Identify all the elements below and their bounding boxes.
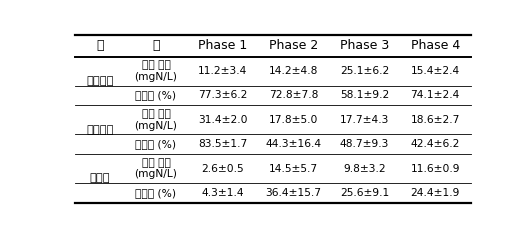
Bar	[124, 57, 187, 86]
Bar	[187, 134, 258, 154]
Text: 구: 구	[96, 40, 103, 52]
Text: 17.7±4.3: 17.7±4.3	[339, 115, 389, 125]
Bar	[258, 183, 329, 203]
Text: 58.1±9.2: 58.1±9.2	[340, 91, 389, 100]
Text: 18.6±2.7: 18.6±2.7	[411, 115, 460, 125]
Text: 83.5±1.7: 83.5±1.7	[198, 139, 247, 149]
Text: 77.3±6.2: 77.3±6.2	[198, 91, 247, 100]
Bar	[258, 154, 329, 183]
Text: 유출 농도
(mgN/L): 유출 농도 (mgN/L)	[135, 109, 178, 131]
Text: 36.4±15.7: 36.4±15.7	[265, 188, 321, 198]
Text: 2.6±0.5: 2.6±0.5	[202, 164, 244, 174]
Text: 31.4±2.0: 31.4±2.0	[198, 115, 247, 125]
Text: 72.8±7.8: 72.8±7.8	[269, 91, 318, 100]
Bar	[258, 134, 329, 154]
Text: 9.8±3.2: 9.8±3.2	[343, 164, 386, 174]
Bar	[74, 105, 124, 154]
Bar	[258, 105, 329, 134]
Text: 암모니아: 암모니아	[86, 76, 113, 86]
Text: 11.2±3.4: 11.2±3.4	[198, 66, 247, 76]
Bar	[329, 134, 400, 154]
Text: 42.4±6.2: 42.4±6.2	[411, 139, 460, 149]
Text: 11.6±0.9: 11.6±0.9	[410, 164, 460, 174]
Bar	[124, 154, 187, 183]
Bar	[187, 57, 258, 86]
Text: 17.8±5.0: 17.8±5.0	[269, 115, 318, 125]
Bar	[124, 35, 187, 57]
Text: 24.4±1.9: 24.4±1.9	[411, 188, 460, 198]
Bar	[258, 35, 329, 57]
Bar	[187, 154, 258, 183]
Bar	[187, 105, 258, 134]
Text: 질산염: 질산염	[89, 173, 110, 183]
Bar	[187, 183, 258, 203]
Bar	[258, 86, 329, 105]
Bar	[400, 154, 470, 183]
Text: 분: 분	[152, 40, 160, 52]
Bar	[124, 183, 187, 203]
Bar	[400, 183, 470, 203]
Text: 생성율 (%): 생성율 (%)	[136, 139, 177, 149]
Bar	[74, 57, 124, 105]
Bar	[400, 86, 470, 105]
Text: 25.1±6.2: 25.1±6.2	[340, 66, 389, 76]
Text: Phase 4: Phase 4	[411, 40, 460, 52]
Bar	[258, 57, 329, 86]
Text: 15.4±2.4: 15.4±2.4	[411, 66, 460, 76]
Bar	[187, 35, 258, 57]
Text: Phase 3: Phase 3	[340, 40, 389, 52]
Bar	[329, 105, 400, 134]
Text: 유출 농도
(mgN/L): 유출 농도 (mgN/L)	[135, 60, 178, 82]
Bar	[329, 86, 400, 105]
Bar	[400, 134, 470, 154]
Bar	[329, 35, 400, 57]
Text: 48.7±9.3: 48.7±9.3	[339, 139, 389, 149]
Bar	[400, 105, 470, 134]
Text: 유출 농도
(mgN/L): 유출 농도 (mgN/L)	[135, 158, 178, 179]
Text: 4.3±1.4: 4.3±1.4	[202, 188, 244, 198]
Bar	[74, 154, 124, 203]
Text: Phase 1: Phase 1	[198, 40, 247, 52]
Text: 아질산염: 아질산염	[86, 125, 113, 135]
Text: 25.6±9.1: 25.6±9.1	[340, 188, 389, 198]
Bar	[74, 35, 124, 57]
Text: 제거율 (%): 제거율 (%)	[136, 91, 177, 100]
Text: 44.3±16.4: 44.3±16.4	[265, 139, 322, 149]
Bar	[124, 86, 187, 105]
Text: 14.2±4.8: 14.2±4.8	[269, 66, 318, 76]
Bar	[329, 154, 400, 183]
Bar	[400, 57, 470, 86]
Text: 14.5±5.7: 14.5±5.7	[269, 164, 318, 174]
Bar	[187, 86, 258, 105]
Text: 74.1±2.4: 74.1±2.4	[411, 91, 460, 100]
Bar	[400, 35, 470, 57]
Bar	[329, 57, 400, 86]
Text: Phase 2: Phase 2	[269, 40, 318, 52]
Bar	[124, 134, 187, 154]
Bar	[124, 105, 187, 134]
Bar	[329, 183, 400, 203]
Text: 생성율 (%): 생성율 (%)	[136, 188, 177, 198]
